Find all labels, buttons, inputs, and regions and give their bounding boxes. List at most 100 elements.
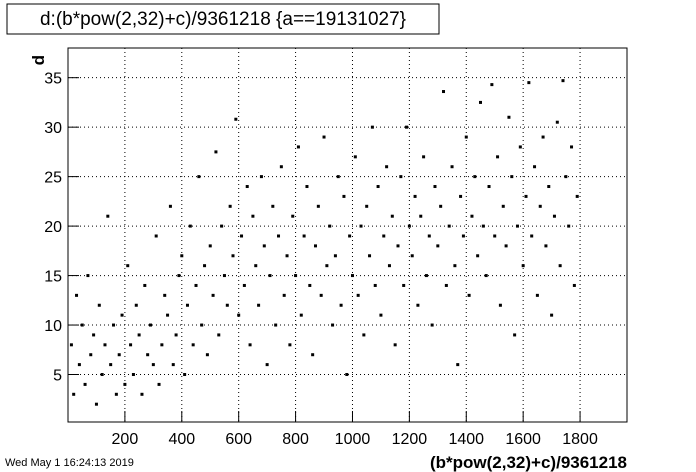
point — [72, 392, 76, 396]
point — [100, 373, 104, 377]
point — [501, 204, 505, 208]
point — [541, 135, 545, 139]
point — [296, 145, 300, 149]
y-axis-label: d — [29, 55, 48, 65]
x-tick-label: 1800 — [562, 431, 598, 448]
point — [382, 234, 386, 238]
point — [288, 343, 292, 347]
point — [69, 343, 73, 347]
point — [282, 293, 286, 297]
y-tick-label: 5 — [53, 368, 62, 385]
point — [75, 293, 79, 297]
point — [359, 224, 363, 228]
point — [496, 155, 500, 159]
point — [208, 244, 212, 248]
point — [453, 264, 457, 268]
point — [322, 135, 326, 139]
point — [490, 83, 494, 87]
point — [305, 185, 309, 189]
point — [328, 224, 332, 228]
point — [94, 402, 98, 406]
point — [259, 175, 263, 179]
point — [456, 363, 460, 367]
point — [274, 323, 278, 327]
point — [163, 293, 167, 297]
point — [83, 382, 87, 386]
point — [188, 224, 192, 228]
x-tick-label: 800 — [282, 431, 309, 448]
point — [430, 323, 434, 327]
point — [134, 303, 138, 307]
point — [177, 274, 181, 278]
point — [544, 244, 548, 248]
x-tick-label: 1600 — [505, 431, 541, 448]
point — [225, 303, 229, 307]
point — [245, 185, 249, 189]
point — [285, 254, 289, 258]
point — [442, 90, 446, 94]
point — [561, 79, 565, 83]
point — [231, 254, 235, 258]
point — [200, 323, 204, 327]
point — [524, 194, 528, 198]
x-tick-label: 600 — [225, 431, 252, 448]
point — [174, 333, 178, 337]
point — [157, 382, 161, 386]
point — [265, 363, 269, 367]
point — [220, 224, 224, 228]
point — [146, 353, 150, 357]
point — [319, 293, 323, 297]
point — [120, 313, 124, 317]
point — [550, 313, 554, 317]
point — [476, 254, 480, 258]
point — [333, 254, 337, 258]
point — [402, 283, 406, 287]
point — [530, 234, 534, 238]
point — [180, 254, 184, 258]
point — [564, 175, 568, 179]
point — [552, 214, 556, 218]
point — [481, 224, 485, 228]
point — [325, 264, 329, 268]
point — [345, 373, 349, 377]
point — [518, 145, 522, 149]
point — [237, 313, 241, 317]
point — [311, 353, 315, 357]
point — [308, 283, 312, 287]
point — [294, 274, 298, 278]
x-tick-label: 1000 — [335, 431, 371, 448]
point — [527, 81, 531, 85]
point — [171, 363, 175, 367]
x-axis-label: (b*pow(2,32)+c)/9361218 — [430, 453, 627, 472]
point — [271, 204, 275, 208]
point — [191, 343, 195, 347]
point — [515, 224, 519, 228]
y-tick-label: 15 — [44, 269, 62, 286]
point — [461, 234, 465, 238]
point — [436, 244, 440, 248]
point — [148, 323, 152, 327]
point — [114, 392, 118, 396]
chart-title: d:(b*pow(2,32)+c)/9361218 {a==19131027} — [40, 9, 406, 30]
point — [390, 214, 394, 218]
point — [316, 204, 320, 208]
point — [385, 165, 389, 169]
point — [126, 264, 130, 268]
point — [339, 303, 343, 307]
timestamp: Wed May 1 16:24:13 2019 — [5, 457, 134, 469]
point — [140, 392, 144, 396]
point — [112, 323, 116, 327]
point — [387, 264, 391, 268]
y-tick-label: 30 — [44, 120, 62, 137]
point — [211, 293, 215, 297]
point — [348, 234, 352, 238]
point — [379, 313, 383, 317]
point — [353, 155, 357, 159]
point — [575, 194, 579, 198]
point — [419, 214, 423, 218]
point — [350, 274, 354, 278]
point — [362, 333, 366, 337]
point — [257, 303, 261, 307]
point — [228, 204, 232, 208]
